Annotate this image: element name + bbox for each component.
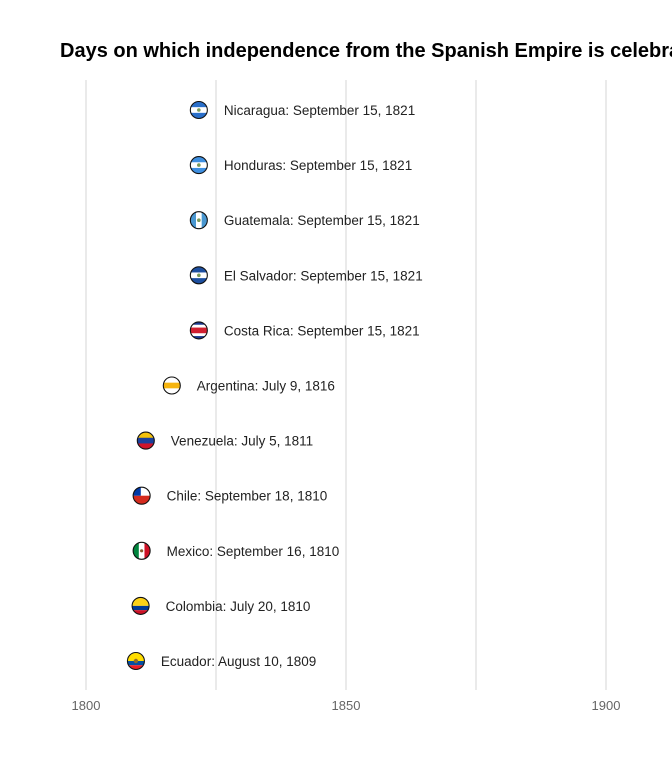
points-layer: Nicaragua: September 15, 1821 Honduras: S… bbox=[126, 100, 423, 671]
marker-outline bbox=[189, 321, 208, 340]
marker-outline bbox=[189, 156, 208, 175]
point-el-salvador: El Salvador: September 15, 1821 bbox=[189, 266, 423, 285]
nicaragua-flag-icon bbox=[190, 101, 208, 119]
point-argentina: Argentina: July 9, 1816 bbox=[162, 376, 335, 395]
point-costa-rica: Costa Rica: September 15, 1821 bbox=[189, 321, 420, 340]
x-axis: 1800 1850 1900 bbox=[72, 698, 621, 713]
point-honduras: Honduras: September 15, 1821 bbox=[189, 156, 412, 175]
el-salvador-flag-icon bbox=[190, 266, 208, 284]
point-label: Nicaragua: September 15, 1821 bbox=[224, 103, 415, 118]
marker-outline bbox=[162, 376, 181, 395]
point-guatemala: Guatemala: September 15, 1821 bbox=[189, 211, 420, 230]
mexico-flag-icon bbox=[133, 542, 151, 560]
colombia-flag-icon bbox=[132, 597, 150, 615]
point-label: Argentina: July 9, 1816 bbox=[197, 379, 335, 394]
marker-outline bbox=[189, 211, 208, 230]
marker-outline bbox=[136, 431, 155, 450]
point-chile: Chile: September 18, 1810 bbox=[132, 486, 328, 505]
point-ecuador: Ecuador: August 10, 1809 bbox=[126, 651, 316, 671]
venezuela-flag-icon bbox=[137, 432, 155, 450]
point-mexico: Mexico: September 16, 1810 bbox=[132, 541, 340, 560]
point-label: Ecuador: August 10, 1809 bbox=[161, 654, 316, 669]
point-colombia: Colombia: July 20, 1810 bbox=[131, 596, 311, 615]
point-venezuela: Venezuela: July 5, 1811 bbox=[136, 431, 313, 450]
point-label: El Salvador: September 15, 1821 bbox=[224, 268, 423, 283]
point-nicaragua: Nicaragua: September 15, 1821 bbox=[189, 100, 415, 120]
point-label: Costa Rica: September 15, 1821 bbox=[224, 323, 420, 338]
point-label: Mexico: September 16, 1810 bbox=[167, 544, 340, 559]
marker-outline bbox=[189, 100, 208, 120]
ecuador-flag-icon bbox=[127, 652, 145, 670]
marker-outline bbox=[132, 486, 151, 505]
guatemala-flag-icon bbox=[190, 211, 208, 229]
argentina-flag-icon bbox=[163, 377, 181, 394]
marker-outline bbox=[126, 651, 145, 671]
chile-flag-icon bbox=[133, 487, 151, 505]
point-label: Honduras: September 15, 1821 bbox=[224, 158, 412, 173]
point-label: Chile: September 18, 1810 bbox=[167, 489, 328, 504]
point-label: Colombia: July 20, 1810 bbox=[166, 599, 311, 614]
costa-rica-flag-icon bbox=[190, 321, 208, 339]
x-tick-label: 1850 bbox=[332, 698, 361, 713]
chart-title: Days on which independence from the Span… bbox=[60, 40, 672, 62]
x-tick-label: 1800 bbox=[72, 698, 101, 713]
x-tick-label: 1900 bbox=[592, 698, 621, 713]
honduras-flag-icon bbox=[190, 156, 208, 174]
marker-outline bbox=[131, 596, 150, 615]
marker-outline bbox=[132, 541, 151, 560]
point-label: Guatemala: September 15, 1821 bbox=[224, 213, 420, 228]
marker-outline bbox=[189, 266, 208, 285]
point-label: Venezuela: July 5, 1811 bbox=[171, 434, 313, 449]
grid-layer bbox=[85, 80, 607, 690]
